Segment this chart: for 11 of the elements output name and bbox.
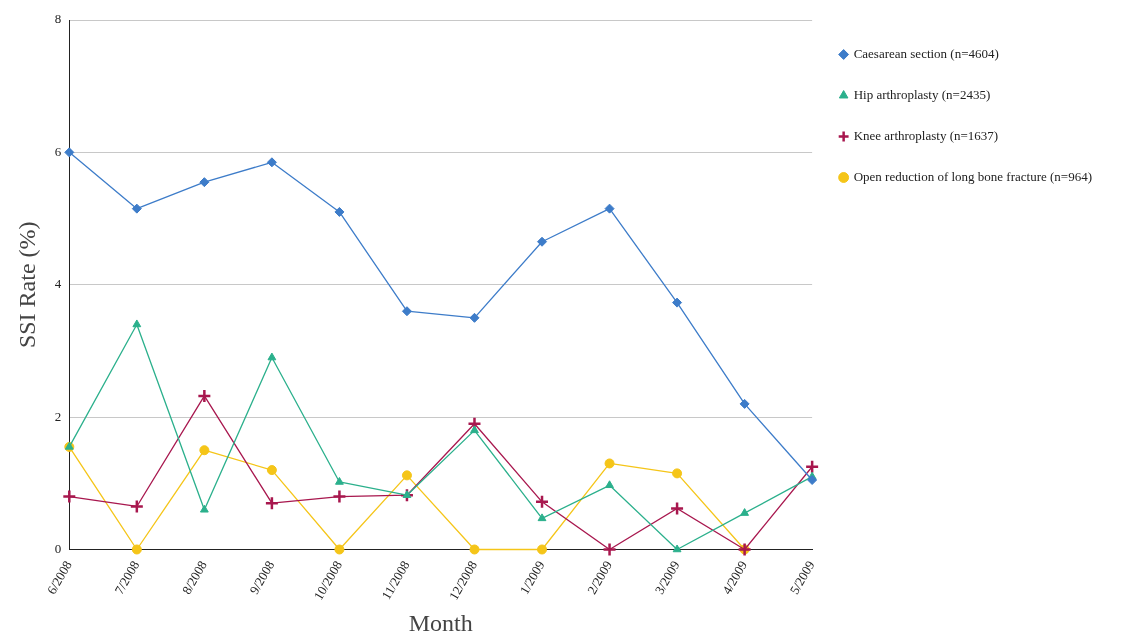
y-tick-label: 8 (54, 11, 62, 27)
legend-label: Caesarean section (n=4604) (853, 45, 999, 61)
x-axis-title: Month (408, 609, 473, 636)
y-tick-label: 2 (54, 408, 62, 424)
y-tick-label: 0 (54, 540, 62, 556)
legend-label: Hip arthroplasty (n=2435) (853, 86, 991, 102)
y-tick-label: 4 (54, 276, 62, 292)
legend-label: Open reduction of long bone fracture (n=964) (853, 168, 1093, 184)
y-axis-title: SSI Rate (%) (13, 221, 40, 349)
y-tick-label: 6 (54, 143, 62, 159)
legend-label: Knee arthroplasty (n=1637) (853, 127, 999, 143)
